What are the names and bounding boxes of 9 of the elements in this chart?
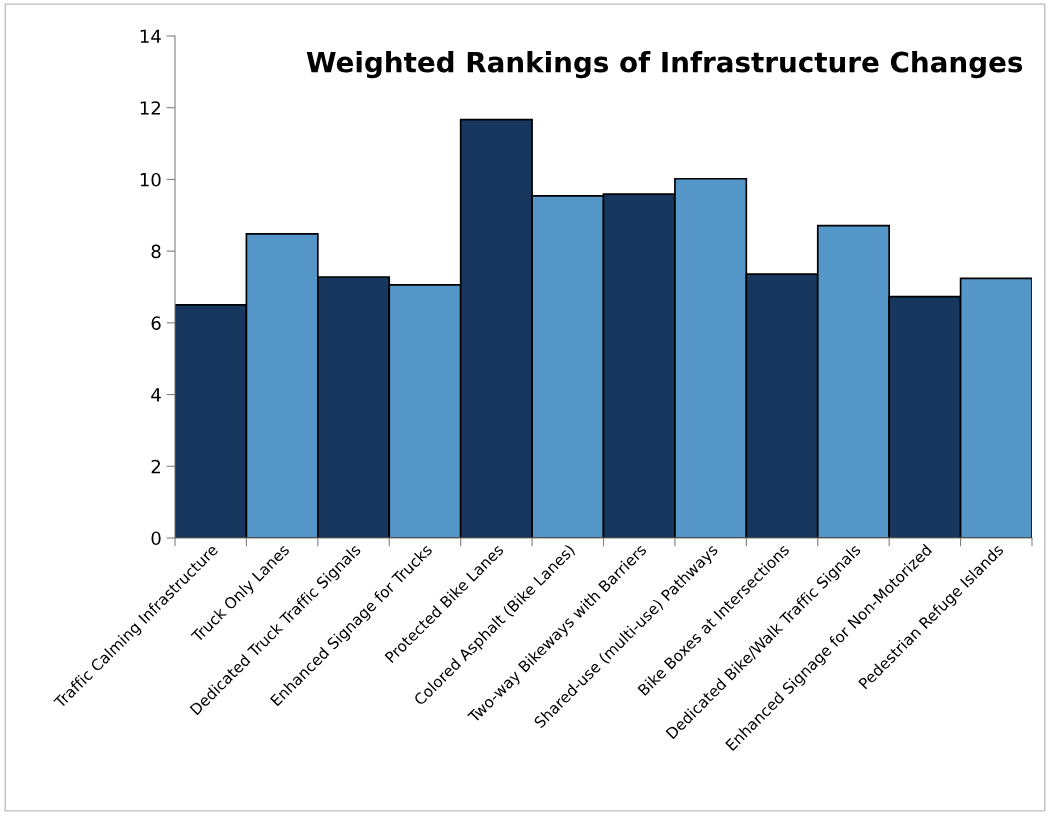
y-tick-label: 0 <box>151 531 161 546</box>
y-tick-label: 10 <box>140 172 161 187</box>
y-tick-label: 14 <box>140 29 161 43</box>
y-tick-label: 12 <box>140 101 160 115</box>
y-tick-label: 2 <box>151 459 160 474</box>
y-tick-label: 8 <box>151 244 161 259</box>
y-tick-label: 4 <box>151 388 161 402</box>
y-tick-label: 6 <box>151 316 161 330</box>
text: Weighted Rankings of Infrastructure Changes <box>306 51 1023 79</box>
